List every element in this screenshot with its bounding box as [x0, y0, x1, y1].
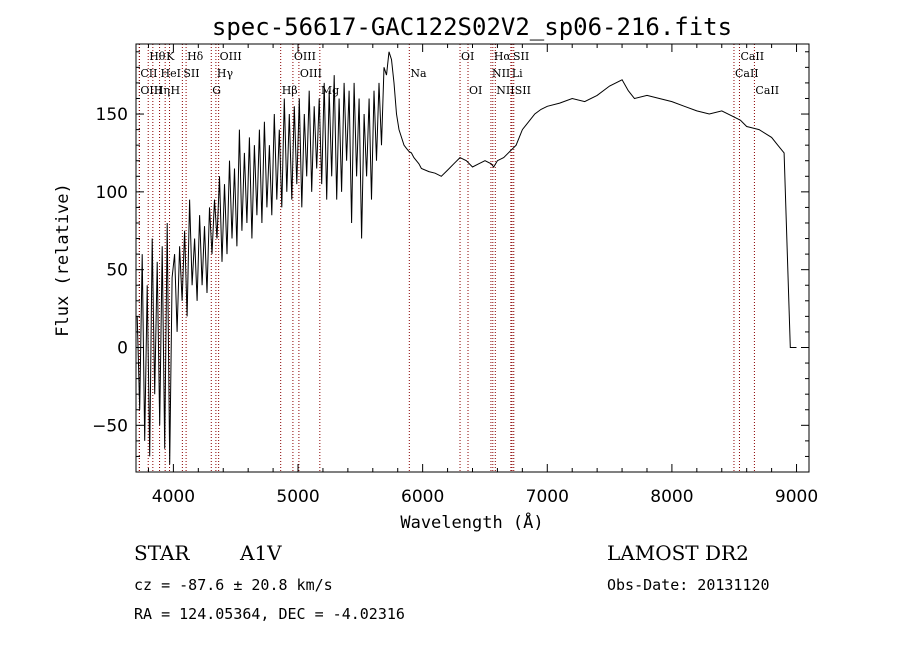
y-tick-label: −50 — [92, 416, 128, 436]
spectral-line-label: Hβ — [282, 84, 298, 97]
x-tick-label: 8000 — [650, 487, 693, 507]
object-class: STAR — [134, 541, 190, 565]
spectral-line-label: OIII — [294, 50, 316, 63]
spectral-line-label: SII — [513, 50, 529, 63]
spectral-line-label: CaII — [755, 84, 779, 97]
spectral-line-label: CaII — [735, 67, 759, 80]
spectral-line-label: SII — [515, 84, 531, 97]
spectrum-series-line — [136, 51, 797, 465]
spectral-line-label: OIII — [300, 67, 322, 80]
spectral-line-label: Na — [410, 67, 427, 80]
spectral-line-label: Hα — [494, 50, 512, 63]
object-subclass: A1V — [239, 541, 282, 565]
spectral-line-label: Hθ — [149, 50, 166, 63]
spectral-line-label: CII — [140, 67, 157, 80]
spectral-line-label: NII — [492, 67, 510, 80]
spectral-line-label: Li — [512, 67, 523, 80]
y-axis-label: Flux (relative) — [53, 183, 73, 337]
spectral-line-label: SII — [183, 67, 199, 80]
x-tick-label: 9000 — [775, 487, 818, 507]
spectral-line-label: Hγ — [217, 67, 234, 80]
spectral-line-label: Hη — [154, 84, 170, 97]
y-tick-label: 50 — [106, 261, 128, 281]
chart-title: spec-56617-GAC122S02V2_sp06-216.fits — [212, 13, 732, 41]
coordinates-readout: RA = 124.05364, DEC = -4.02316 — [134, 605, 405, 623]
spectral-line-label: NII — [496, 84, 514, 97]
spectral-line-label: K — [166, 50, 175, 63]
spectral-line-markers — [138, 44, 755, 472]
x-axis-ticks: 4000 5000 6000 7000 8000 9000 — [147, 44, 818, 507]
y-tick-label: 150 — [96, 105, 128, 125]
spectral-line-label: Hδ — [187, 50, 204, 63]
x-tick-label: 5000 — [276, 487, 319, 507]
spectral-line-label: OIII — [140, 84, 162, 97]
spectral-line-label: G — [212, 84, 221, 97]
x-axis-label: Wavelength (Å) — [400, 511, 543, 533]
spectral-line-label: HeI — [161, 67, 181, 80]
spectral-line-label: OIII — [220, 50, 242, 63]
obs-date: Obs-Date: 20131120 — [607, 576, 770, 594]
redshift-readout: cz = -87.6 ± 20.8 km/s — [134, 576, 333, 594]
x-tick-label: 4000 — [152, 487, 195, 507]
x-tick-label: 6000 — [401, 487, 444, 507]
x-tick-label: 7000 — [526, 487, 569, 507]
y-tick-label: 0 — [117, 338, 128, 358]
survey-name: LAMOST DR2 — [607, 541, 749, 565]
spectral-line-label: OI — [469, 84, 482, 97]
spectral-line-label: OI — [461, 50, 474, 63]
spectral-line-label: H — [171, 84, 181, 97]
y-tick-label: 100 — [96, 183, 128, 203]
spectral-line-label: CaII — [740, 50, 764, 63]
y-axis-ticks: −50 0 50 100 150 — [92, 51, 809, 457]
plot-frame — [135, 43, 810, 473]
